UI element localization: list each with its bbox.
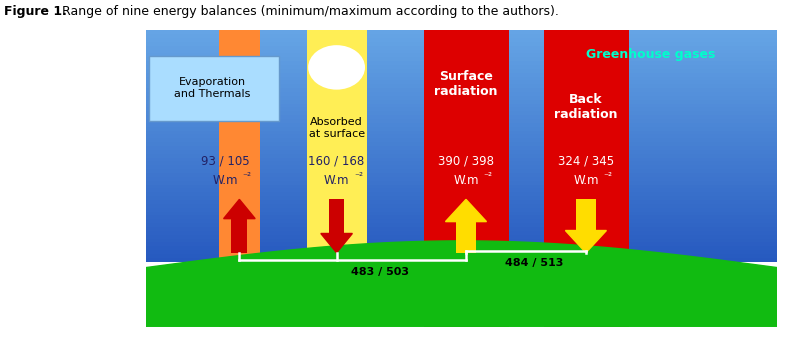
Text: W.m: W.m [453, 174, 479, 187]
Bar [146, 142, 777, 146]
Bar [146, 242, 777, 246]
Bar [424, 30, 509, 327]
Bar [146, 84, 777, 88]
Bar [146, 134, 777, 138]
Bar [329, 200, 345, 234]
Text: Back
radiation: Back radiation [554, 93, 618, 121]
Polygon shape [321, 234, 353, 253]
Polygon shape [566, 231, 607, 253]
Bar [146, 103, 777, 108]
Text: Range of nine energy balances (minimum/maximum according to the authors).: Range of nine energy balances (minimum/m… [58, 5, 559, 18]
Polygon shape [223, 200, 255, 219]
Bar [146, 76, 777, 81]
Bar [146, 73, 777, 76]
Bar [146, 38, 777, 42]
Bar [231, 219, 247, 253]
Bar [146, 111, 777, 115]
Text: Evaporation
and Thermals: Evaporation and Thermals [174, 78, 250, 99]
Bar [146, 181, 777, 185]
Text: W.m: W.m [573, 174, 599, 187]
Text: ⁻²: ⁻² [484, 172, 492, 182]
Bar [146, 46, 777, 50]
Bar [146, 100, 777, 103]
Bar [146, 65, 777, 69]
Bar [146, 200, 777, 204]
Bar [146, 123, 777, 127]
Text: W.m: W.m [323, 174, 350, 187]
Bar [146, 108, 777, 111]
Bar [146, 154, 777, 158]
Bar [146, 30, 777, 262]
Text: Greenhouse gases: Greenhouse gases [586, 48, 716, 61]
Text: Absorbed
at surface: Absorbed at surface [308, 117, 365, 139]
Text: Figure 1.: Figure 1. [4, 5, 67, 18]
Bar [146, 158, 777, 161]
Bar [146, 161, 777, 165]
Bar [146, 188, 777, 192]
Ellipse shape [308, 45, 365, 90]
Text: ⁻²: ⁻² [242, 172, 252, 182]
Text: W.m: W.m [212, 174, 237, 187]
Bar [576, 200, 596, 231]
Bar [146, 92, 777, 96]
Bar [146, 212, 777, 215]
Bar [146, 254, 777, 258]
Bar [146, 61, 777, 65]
Bar [146, 88, 777, 92]
Bar [146, 138, 777, 142]
Bar [146, 150, 777, 154]
FancyBboxPatch shape [149, 56, 279, 121]
Bar [146, 30, 777, 34]
Bar [146, 246, 777, 250]
Bar [146, 42, 777, 46]
Bar [146, 239, 777, 242]
Text: ⁻²: ⁻² [604, 172, 612, 182]
Bar [146, 196, 777, 200]
Polygon shape [446, 200, 487, 222]
Bar [146, 227, 777, 231]
Bar [219, 30, 260, 327]
Text: ⁻²: ⁻² [354, 172, 363, 182]
Bar [146, 231, 777, 235]
Bar [146, 215, 777, 219]
Bar [146, 127, 777, 130]
Bar [146, 223, 777, 227]
Bar [146, 250, 777, 254]
Bar [146, 219, 777, 223]
Bar [307, 30, 367, 327]
Bar [146, 185, 777, 188]
Bar [146, 204, 777, 208]
Bar [146, 81, 777, 84]
Text: Surface
radiation: Surface radiation [434, 70, 498, 98]
Bar [146, 235, 777, 239]
Bar [146, 57, 777, 61]
Text: 324 / 345: 324 / 345 [558, 154, 614, 167]
Bar [146, 146, 777, 150]
Text: 390 / 398: 390 / 398 [438, 154, 494, 167]
Bar [146, 96, 777, 100]
Polygon shape [146, 241, 777, 327]
Text: 483 / 503: 483 / 503 [350, 267, 409, 277]
Bar [456, 222, 476, 253]
Bar [146, 258, 777, 262]
Bar [146, 69, 777, 73]
Bar [146, 177, 777, 181]
Bar [146, 173, 777, 177]
Bar [146, 119, 777, 123]
Bar [146, 165, 777, 169]
Bar [146, 208, 777, 212]
Bar [146, 54, 777, 57]
Text: 160 / 168: 160 / 168 [308, 154, 365, 167]
Bar [544, 30, 629, 327]
Bar [146, 192, 777, 196]
Text: 93 / 105: 93 / 105 [200, 154, 249, 167]
Bar [146, 169, 777, 173]
Bar [146, 130, 777, 134]
Bar [146, 34, 777, 38]
Bar [146, 115, 777, 119]
Text: 484 / 513: 484 / 513 [505, 258, 563, 268]
Bar [146, 50, 777, 54]
